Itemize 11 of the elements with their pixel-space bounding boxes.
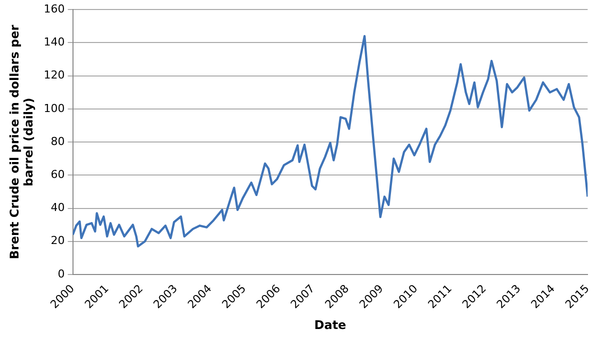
y-tick-label: 0 xyxy=(58,267,65,280)
y-tick-label: 40 xyxy=(50,201,65,214)
y-tick-label: 140 xyxy=(44,36,65,49)
y-axis-title: Brent Crude oil price in dollars per barrel (daily) xyxy=(7,24,36,260)
y-tick-label: 100 xyxy=(44,102,65,115)
y-tick-label: 160 xyxy=(44,2,65,16)
y-tick-label: 20 xyxy=(50,234,65,248)
y-tick-label: 60 xyxy=(50,168,65,182)
y-tick-label: 80 xyxy=(50,134,65,148)
y-tick-label: 120 xyxy=(44,68,65,82)
x-axis-title: Date xyxy=(314,318,346,332)
